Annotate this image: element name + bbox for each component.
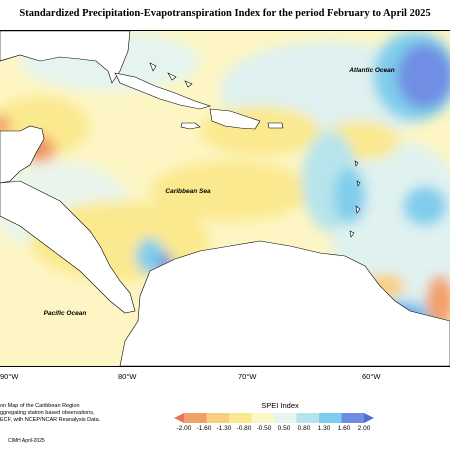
note-line: ggregating station based observations, xyxy=(0,410,95,416)
land-masses xyxy=(0,31,450,366)
colorbar-label: -1.60 xyxy=(196,425,212,432)
colorbar-segment xyxy=(184,413,207,423)
colorbar-segment xyxy=(296,413,320,423)
colorbar-segment xyxy=(206,413,230,423)
colorbar-segment xyxy=(364,413,374,423)
legend-title: SPEI Index xyxy=(261,401,299,410)
colorbar-segment xyxy=(174,413,184,423)
lon-tick-90w: 90°W xyxy=(0,372,19,381)
colorbar-label: -0.50 xyxy=(256,425,272,432)
note-line: on Map of the Caribbean Region xyxy=(0,403,80,409)
colorbar-segment xyxy=(229,413,252,423)
colorbar-label: 1.60 xyxy=(337,425,351,432)
credit-text: CIMH April-2025 xyxy=(8,438,45,444)
legend-colorbar xyxy=(174,413,374,423)
colorbar-segment xyxy=(251,413,275,423)
colorbar-label: -2.00 xyxy=(176,425,192,432)
lon-tick-80w: 80°W xyxy=(118,372,137,381)
colorbar-segment xyxy=(274,413,297,423)
label-atlantic: Atlantic Ocean xyxy=(348,67,395,74)
map-title: Standardized Precipitation-Evapotranspir… xyxy=(19,8,431,19)
colorbar-segment xyxy=(319,413,342,423)
lon-tick-60w: 60°W xyxy=(362,372,381,381)
colorbar-label: -0.80 xyxy=(236,425,252,432)
lon-tick-70w: 70°W xyxy=(238,372,257,381)
spei-map: Atlantic Ocean Caribbean Sea Pacific Oce… xyxy=(0,30,450,367)
legend-labels: -2.00 -1.60 -1.30 -0.80 -0.50 0.50 0.80 1.30 1.6… xyxy=(174,425,374,435)
colorbar-label: 0.80 xyxy=(297,425,311,432)
colorbar-label: 1.30 xyxy=(317,425,331,432)
label-caribbean: Caribbean Sea xyxy=(165,188,211,195)
map-notes: on Map of the Caribbean Region ggregatin… xyxy=(0,403,120,424)
note-line: ECF, with NCEP/NCAR Reanalysis Data. xyxy=(0,417,101,423)
label-pacific: Pacific Ocean xyxy=(44,310,87,317)
colorbar-segment xyxy=(341,413,365,423)
colorbar-label: 2.00 xyxy=(357,425,371,432)
colorbar-label: 0.50 xyxy=(277,425,291,432)
spei-map-canvas: Atlantic Ocean Caribbean Sea Pacific Oce… xyxy=(0,31,450,366)
colorbar-label: -1.30 xyxy=(216,425,232,432)
